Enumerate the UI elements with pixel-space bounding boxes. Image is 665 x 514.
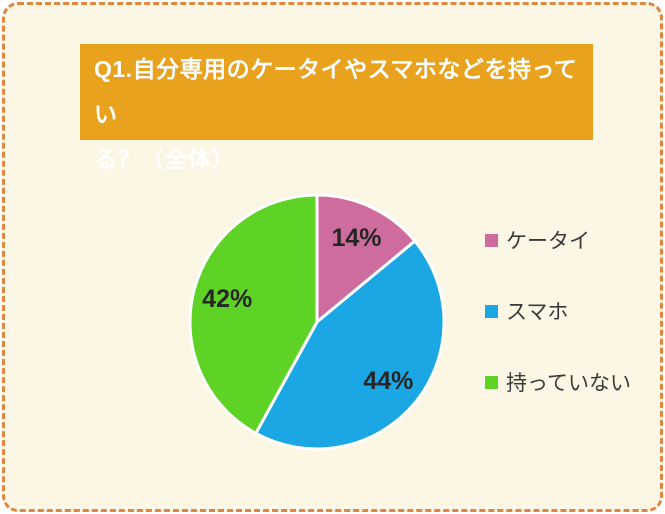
pie-slice-label-2: 44% [363,367,413,395]
question-title-line-1: Q1.自分専用のケータイやスマホなどを持ってい [94,56,578,127]
legend-swatch-icon [485,375,498,389]
legend-item-1: ケータイ [485,227,631,253]
pie-slice-label-3: 42% [202,285,252,313]
question-title-line-2: る？（全体） [94,146,235,172]
legend: ケータイスマホ持っていない [485,227,631,395]
legend-swatch-icon [485,233,498,247]
legend-swatch-icon [485,304,498,318]
legend-label: スマホ [506,301,569,324]
legend-label: 持っていない [506,372,631,395]
pie-slice-label-1: 14% [331,224,381,252]
pie-slice-2 [254,239,446,451]
legend-label: ケータイ [506,230,590,253]
legend-item-2: スマホ [485,298,631,324]
pie-slice-1 [315,193,417,324]
question-header: Q1.自分専用のケータイやスマホなどを持ってい る？（全体） [80,44,593,172]
pie-slice-3 [188,193,319,435]
legend-item-3: 持っていない [485,369,631,395]
